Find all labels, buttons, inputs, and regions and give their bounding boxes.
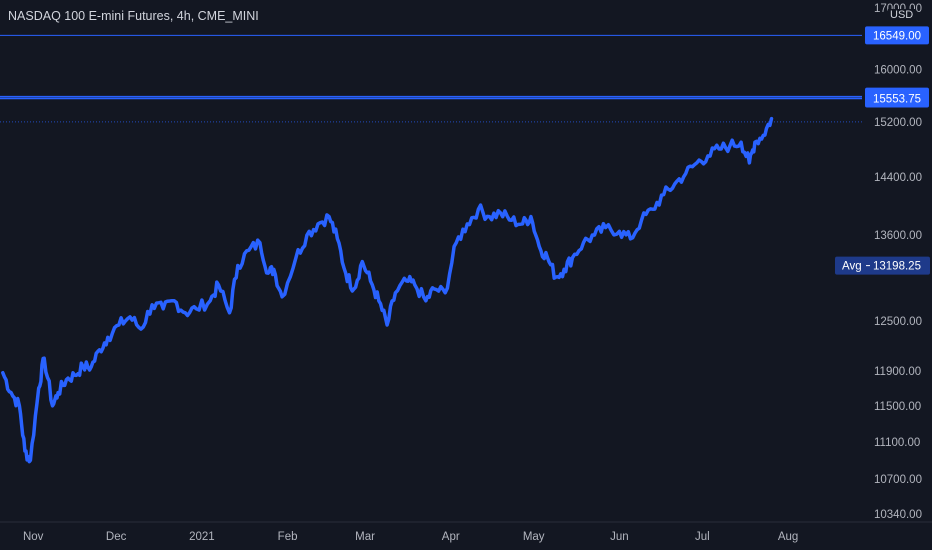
chart-title: NASDAQ 100 E-mini Futures, 4h, CME_MINI [8, 9, 259, 23]
price-tag-label: 16549.00 [873, 30, 921, 42]
price-tag[interactable] [865, 89, 929, 108]
y-tick-label: 14400.00 [874, 172, 922, 184]
x-tick-label: Nov [23, 531, 44, 543]
price-tag[interactable] [865, 26, 929, 45]
avg-label: Avg [842, 261, 862, 273]
y-tick-label: 11500.00 [874, 401, 921, 413]
price-tag-label: 15553.75 [873, 93, 921, 105]
x-tick-label: Dec [106, 531, 127, 543]
y-tick-label: 11900.00 [874, 366, 921, 378]
x-tick-label: Mar [355, 531, 375, 543]
y-tick-label: 10700.00 [874, 474, 922, 486]
x-tick-label: May [523, 531, 545, 543]
y-tick-label: 12500.00 [874, 316, 922, 328]
x-tick-label: Jul [695, 531, 710, 543]
x-tick-label: Jun [610, 531, 629, 543]
currency-label[interactable]: USD [888, 9, 916, 21]
x-tick-label: 2021 [189, 531, 215, 543]
y-tick-label: 16000.00 [874, 65, 922, 77]
y-tick-label: 11100.00 [874, 437, 920, 449]
avg-value: 13198.25 [873, 261, 921, 273]
x-tick-label: Aug [778, 531, 798, 543]
y-tick-label: 13600.00 [874, 230, 922, 242]
avg-tag[interactable] [835, 256, 930, 275]
y-tick-label: 10340.00 [874, 509, 922, 521]
y-tick-label: 15200.00 [874, 117, 922, 129]
price-series-line[interactable] [1, 116, 774, 464]
x-tick-label: Feb [278, 531, 298, 543]
price-axis-bg [860, 0, 932, 550]
x-tick-label: Apr [442, 531, 460, 543]
